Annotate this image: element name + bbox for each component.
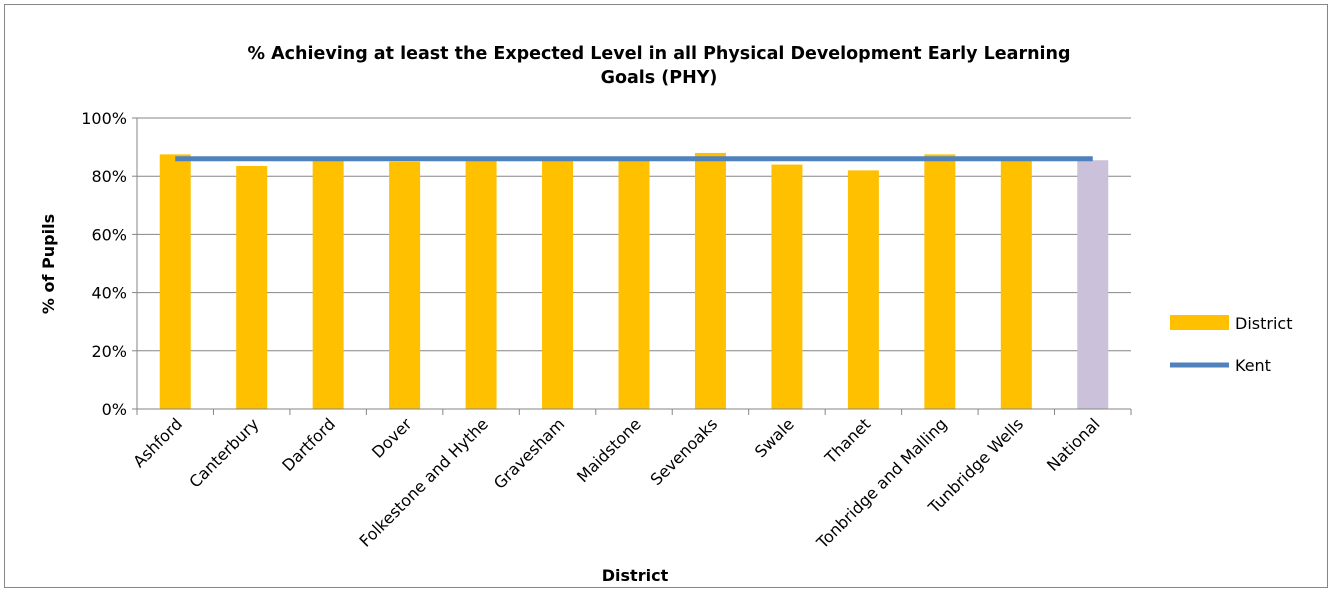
y-tick-label: 0%	[102, 400, 127, 419]
bars	[159, 152, 1109, 410]
y-tick-label: 100%	[81, 109, 127, 128]
x-axis-title: District	[602, 566, 669, 585]
bar	[542, 158, 574, 409]
bar	[465, 158, 497, 409]
x-tick-label: Gravesham	[490, 414, 568, 492]
chart-title-line-2: Goals (PHY)	[601, 68, 718, 88]
x-tick-label: Maidstone	[573, 414, 645, 486]
bar	[236, 166, 268, 409]
bar	[312, 157, 344, 409]
y-tick-label: 60%	[91, 225, 127, 244]
axes	[132, 117, 1132, 415]
legend-district-label: District	[1235, 314, 1292, 333]
chart-frame: % Achieving at least the Expected Level …	[4, 4, 1328, 588]
bar	[771, 164, 803, 409]
bar	[847, 170, 879, 409]
x-tick-label: Swale	[751, 414, 798, 461]
x-tick-label: Sevenoaks	[647, 414, 722, 489]
legend-kent-label: Kent	[1235, 356, 1271, 375]
chart-svg: % Achieving at least the Expected Level …	[39, 44, 1292, 585]
y-axis-title: % of Pupils	[39, 214, 58, 314]
x-tick-label: Ashford	[129, 414, 186, 471]
bar	[389, 161, 421, 409]
bar	[694, 152, 726, 410]
legend-district-swatch	[1170, 315, 1229, 330]
y-tick-label: 40%	[91, 284, 127, 303]
x-tick-label: Thanet	[820, 414, 874, 468]
x-tick-label: Dover	[368, 414, 416, 462]
x-tick-label: Tonbridge and Malling	[812, 414, 950, 552]
bar	[924, 154, 956, 409]
bar	[618, 158, 650, 409]
bar	[1077, 160, 1109, 409]
chart-title-line-1: % Achieving at least the Expected Level …	[247, 44, 1070, 64]
x-tick-label: Canterbury	[185, 414, 262, 491]
y-tick-label: 20%	[91, 342, 127, 361]
x-tick-label: Dartford	[278, 414, 339, 475]
legend: District Kent	[1170, 314, 1292, 375]
x-tick-label: National	[1043, 414, 1104, 475]
y-tick-label: 80%	[91, 167, 127, 186]
x-tick-label: Folkestone and Hythe	[356, 414, 492, 550]
bar	[159, 154, 191, 409]
bar	[1000, 157, 1032, 409]
